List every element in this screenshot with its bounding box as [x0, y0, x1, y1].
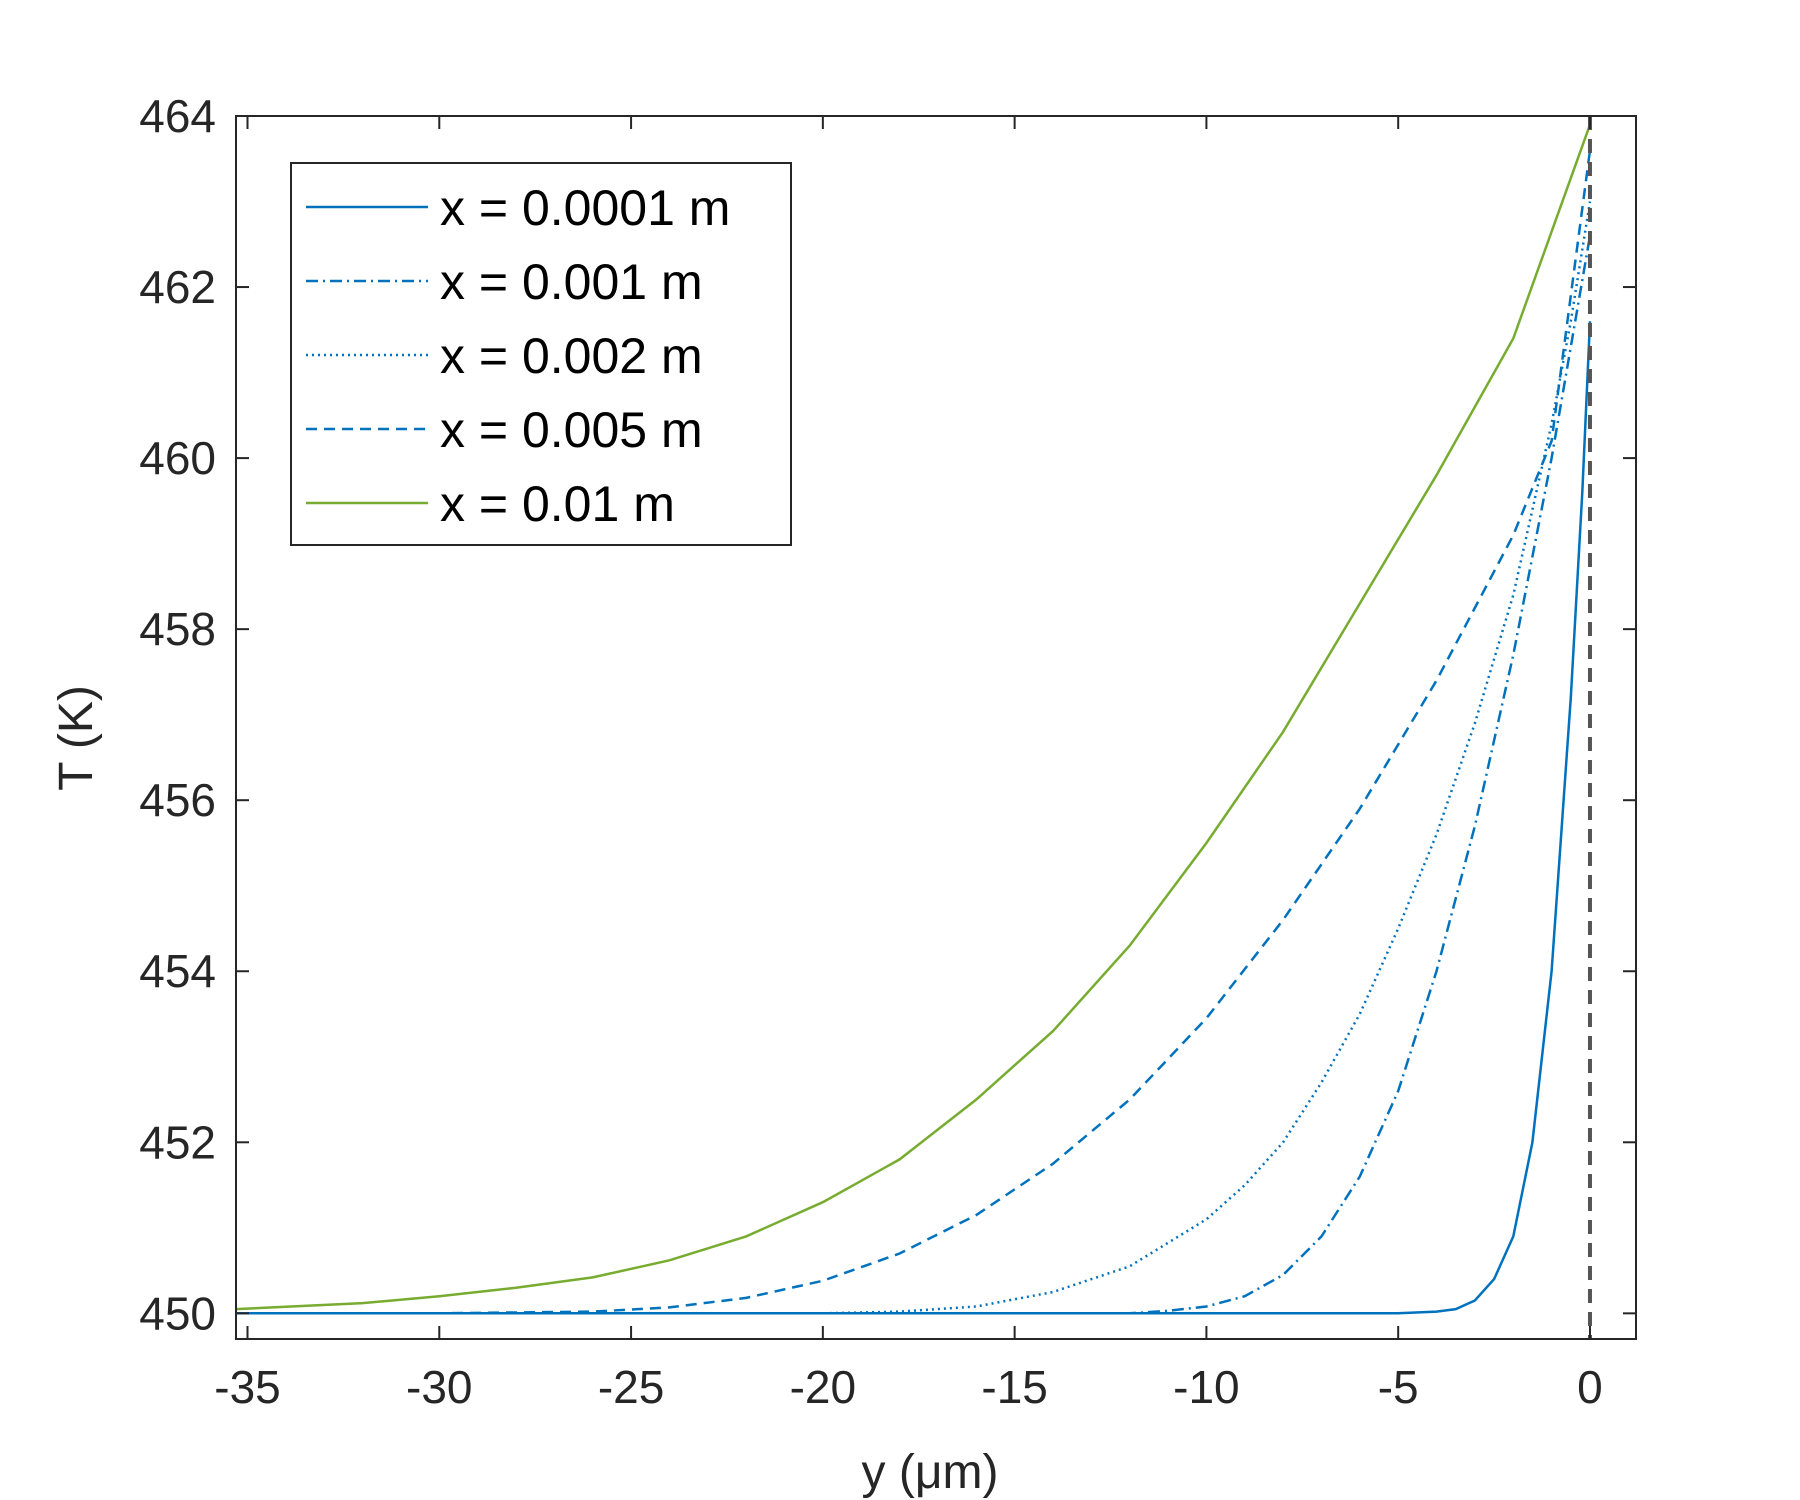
series-lines — [235, 124, 1592, 1315]
y-tick-label: 456 — [139, 774, 216, 826]
x-axis-label: y (μm) — [862, 1446, 999, 1499]
y-tick-label: 450 — [139, 1287, 216, 1339]
legend-label-2: x = 0.001 m — [440, 254, 703, 310]
series-line-2 — [236, 235, 1592, 1315]
legend: x = 0.0001 m x = 0.001 m x = 0.002 m x = 0.… — [290, 162, 792, 546]
x-tick-label: -10 — [1173, 1361, 1239, 1413]
legend-label-4: x = 0.005 m — [440, 402, 703, 458]
x-tick-label: 0 — [1577, 1361, 1603, 1413]
axis-ticks — [236, 115, 1636, 1339]
legend-entries: x = 0.0001 m x = 0.001 m x = 0.002 m x = 0.… — [306, 180, 730, 532]
y-tick-label: 452 — [139, 1116, 216, 1168]
series-line-1 — [236, 321, 1592, 1315]
x-tick-label: -25 — [598, 1361, 664, 1413]
x-tick-label: -20 — [790, 1361, 856, 1413]
y-tick-label: 464 — [139, 90, 216, 142]
series-line-4 — [236, 150, 1592, 1315]
y-tick-label: 454 — [139, 945, 216, 997]
x-tick-label: -30 — [406, 1361, 472, 1413]
x-tick-label: -15 — [981, 1361, 1047, 1413]
legend-label-3: x = 0.002 m — [440, 328, 703, 384]
plot-frame — [235, 115, 1637, 1340]
x-tick-label: -5 — [1378, 1361, 1419, 1413]
y-axis-label: T (K) — [50, 685, 103, 791]
y-tick-label: 458 — [139, 603, 216, 655]
series-line-3 — [236, 201, 1592, 1315]
tick-labels: -35 -30 -25 -20 -15 -10 -5 0 450 452 454 456 458 460 4… — [139, 90, 1603, 1413]
x-tick-label: -35 — [214, 1361, 280, 1413]
y-tick-label: 460 — [139, 432, 216, 484]
y-tick-label: 462 — [139, 261, 216, 313]
legend-label-1: x = 0.0001 m — [440, 180, 730, 236]
legend-box — [290, 162, 792, 546]
series-line-5 — [235, 124, 1592, 1311]
legend-label-5: x = 0.01 m — [440, 476, 675, 532]
